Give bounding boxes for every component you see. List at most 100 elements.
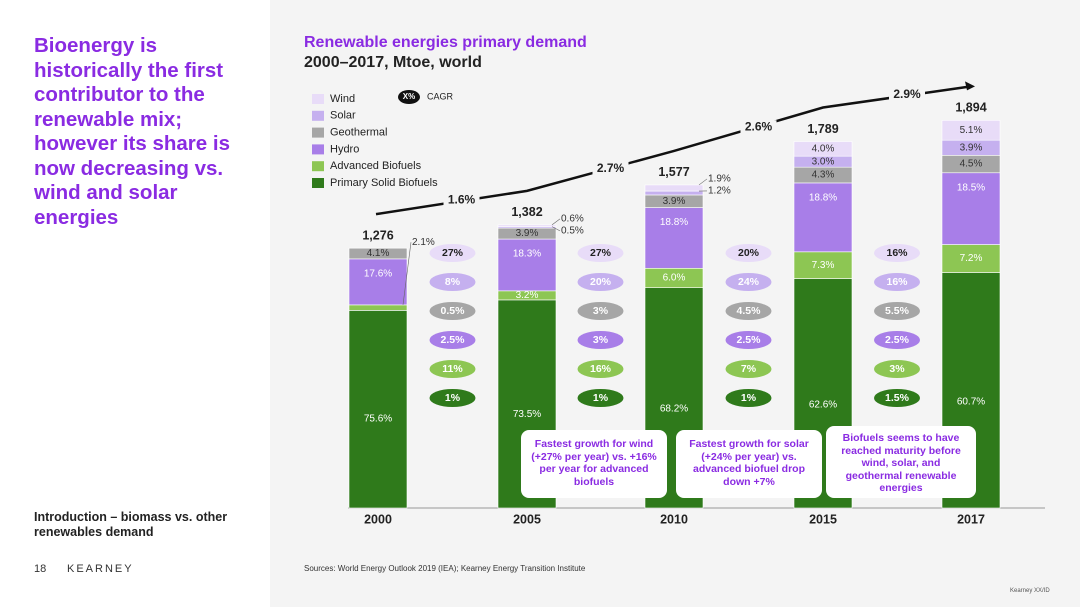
bar-segment	[644, 207, 704, 269]
bar-segment	[793, 182, 853, 253]
cagr-bubble-label: 2.5%	[885, 334, 910, 346]
callout: Fastest growth for solar (+24% per year)…	[676, 430, 822, 498]
cagr-bubble-label: 11%	[442, 363, 463, 375]
bar-segment	[941, 172, 1001, 245]
cagr-bubble	[429, 302, 476, 320]
cagr-bubble	[874, 302, 920, 320]
cagr-key-label: CAGR	[427, 91, 454, 101]
segment-label: 18.5%	[957, 182, 985, 193]
legend-label: Advanced Biofuels	[330, 160, 422, 172]
page-number: 18	[34, 563, 47, 575]
callout: Biofuels seems to have reached maturity …	[826, 426, 976, 498]
bar-segment	[348, 247, 408, 260]
legend-label: Primary Solid Biofuels	[330, 177, 438, 189]
cagr-label: 2.7%	[597, 161, 625, 175]
legend-swatch	[312, 110, 324, 121]
brand: KEARNEY	[67, 563, 134, 575]
callout: Fastest growth for wind (+27% per year) …	[521, 430, 667, 498]
segment-label: 18.3%	[513, 249, 541, 260]
total-label: 1,276	[362, 228, 393, 242]
cagr-bubble-label: 4.5%	[737, 305, 762, 317]
cagr-bubble-label: 3%	[593, 305, 609, 317]
cagr-bubble	[577, 302, 624, 320]
cagr-bubble	[725, 360, 772, 378]
cagr-label-bg	[443, 193, 480, 208]
segment-label: 3.9%	[960, 142, 983, 153]
segment-label: 4.0%	[812, 143, 835, 154]
cagr-bubble-label: 20%	[738, 247, 760, 259]
cagr-bubble	[429, 244, 476, 262]
segment-label: 3.9%	[516, 228, 539, 239]
cagr-bubble	[577, 360, 624, 378]
legend-label: Hydro	[330, 143, 359, 155]
cagr-bubble-label: 8%	[445, 276, 461, 288]
cagr-bubble-label: 1.5%	[885, 392, 910, 404]
total-label: 1,789	[807, 122, 838, 136]
segment-label: 4.1%	[367, 248, 390, 259]
bar-segment	[348, 310, 408, 509]
cagr-label-bg	[740, 120, 777, 135]
segment-label: 1.2%	[708, 186, 731, 197]
x-tick-label: 2000	[364, 512, 392, 526]
segment-label: 0.6%	[561, 214, 584, 225]
segment-label: 3.0%	[812, 156, 835, 167]
cagr-bubble	[725, 273, 772, 291]
cagr-bubble	[874, 360, 920, 378]
bar-segment	[793, 251, 853, 279]
cagr-bubble-label: 27%	[442, 247, 464, 259]
cagr-label: 2.6%	[745, 119, 773, 133]
arrow-head	[965, 81, 975, 91]
segment-label: 75.6%	[364, 414, 392, 425]
segment-label: 18.8%	[809, 193, 837, 204]
segment-label: 62.6%	[809, 399, 837, 410]
cagr-bubble	[429, 360, 476, 378]
cagr-bubble	[577, 331, 624, 349]
cagr-label: 2.9%	[893, 87, 921, 101]
cagr-bubble-label: 7%	[741, 363, 757, 375]
cagr-bubble-label: 1%	[741, 392, 757, 404]
cagr-bubble	[577, 273, 624, 291]
segment-label: 7.2%	[960, 253, 983, 264]
chart-title: Renewable energies primary demand	[304, 34, 587, 51]
segment-label: 68.2%	[660, 403, 688, 414]
cagr-bubble	[577, 244, 624, 262]
legend-label: Wind	[330, 93, 355, 105]
cagr-bubble-label: 5.5%	[885, 305, 910, 317]
cagr-bubble	[429, 389, 476, 407]
leader-line	[551, 226, 561, 232]
segment-label: 4.5%	[960, 159, 983, 170]
segment-label: 17.6%	[364, 269, 392, 280]
cagr-bubble-label: 2.5%	[441, 334, 466, 346]
total-label: 1,577	[658, 165, 689, 179]
segment-label: 0.5%	[561, 226, 584, 237]
sources: Sources: World Energy Outlook 2019 (IEA)…	[304, 564, 586, 573]
x-tick-label: 2010	[660, 512, 688, 526]
cagr-bubble-label: 27%	[590, 247, 612, 259]
segment-label: 3.9%	[663, 196, 686, 207]
section-label: Introduction – biomass vs. other renewab…	[34, 510, 228, 539]
legend-swatch	[312, 94, 324, 104]
bar-segment	[348, 258, 408, 306]
cagr-bubble-label: 0.5%	[441, 305, 466, 317]
bar-segment	[644, 184, 704, 192]
cagr-bubble	[577, 389, 624, 407]
cagr-bubble	[874, 331, 920, 349]
cagr-label-bg	[592, 161, 629, 176]
segment-label: 73.5%	[513, 409, 541, 420]
bar-segment	[793, 141, 853, 157]
cagr-bubble	[874, 273, 920, 291]
segment-label: 7.3%	[812, 260, 835, 271]
cagr-bubble-label: 3%	[593, 334, 609, 346]
x-tick-label: 2015	[809, 512, 837, 526]
cagr-bubble	[874, 244, 920, 262]
segment-label: 2.1%	[412, 237, 435, 248]
segment-label: 4.3%	[812, 170, 835, 181]
cagr-key: X%	[403, 92, 415, 101]
cagr-bubble	[429, 331, 476, 349]
x-tick-label: 2017	[957, 512, 985, 526]
cagr-bubble	[429, 273, 476, 291]
leader-line	[402, 242, 412, 305]
legend-swatch	[312, 178, 324, 188]
leader-line	[551, 218, 561, 226]
